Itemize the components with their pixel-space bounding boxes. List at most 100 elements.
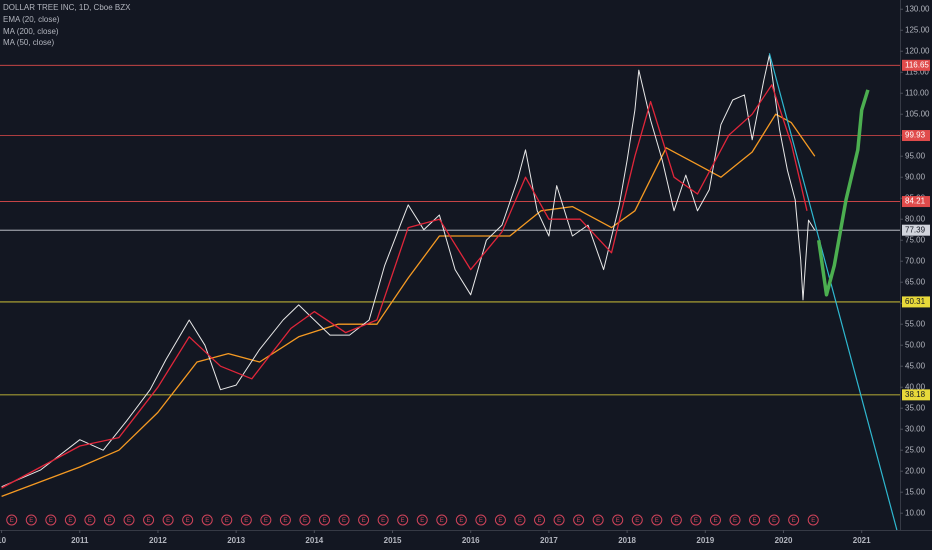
- earnings-label: E: [733, 518, 737, 524]
- earnings-marker: [162, 514, 174, 526]
- level-price-box: [902, 130, 930, 142]
- plot-area: [0, 53, 900, 531]
- earnings-label: E: [362, 518, 366, 524]
- earnings-label: E: [577, 518, 581, 524]
- earnings-marker: [182, 514, 194, 526]
- earnings-marker: [260, 514, 272, 526]
- y-tick-label: 90.00: [905, 172, 926, 181]
- y-tick-label: 55.00: [905, 319, 926, 328]
- earnings-label: E: [674, 518, 678, 524]
- earnings-label: E: [498, 518, 502, 524]
- earnings-label: E: [811, 518, 815, 524]
- earnings-marker: [807, 514, 819, 526]
- earnings-label: E: [792, 518, 796, 524]
- earnings-label: E: [635, 518, 639, 524]
- earnings-marker: [143, 514, 155, 526]
- earnings-label: E: [264, 518, 268, 524]
- earnings-label: E: [440, 518, 444, 524]
- y-tick-label: 80.00: [905, 214, 926, 223]
- earnings-label: E: [772, 518, 776, 524]
- earnings-label: E: [538, 518, 542, 524]
- earnings-marker: [494, 514, 506, 526]
- earnings-marker: [64, 514, 76, 526]
- level-price-label: 99.93: [905, 131, 926, 140]
- earnings-marker: [436, 514, 448, 526]
- earnings-label: E: [10, 518, 14, 524]
- earnings-marker: [651, 514, 663, 526]
- y-tick-label: 130.00: [905, 4, 930, 13]
- earnings-label: E: [518, 518, 522, 524]
- earnings-marker: [25, 514, 37, 526]
- earnings-label: E: [29, 518, 33, 524]
- earnings-label: E: [186, 518, 190, 524]
- y-tick-label: 115.00: [905, 67, 929, 76]
- indicator-label: EMA (20, close): [3, 15, 60, 24]
- earnings-label: E: [479, 518, 483, 524]
- y-tick-label: 10.00: [905, 508, 926, 517]
- earnings-marker: [377, 514, 389, 526]
- earnings-label: E: [225, 518, 229, 524]
- earnings-marker: [455, 514, 467, 526]
- x-tick-label: 2014: [305, 536, 323, 545]
- earnings-label: E: [459, 518, 463, 524]
- ma-line: [1, 113, 816, 498]
- level-price-label: 84.21: [905, 197, 926, 206]
- earnings-label: E: [107, 518, 111, 524]
- earnings-marker: [397, 514, 409, 526]
- y-tick-label: 125.00: [905, 25, 930, 34]
- y-tick-label: 15.00: [905, 487, 926, 496]
- earnings-marker: [670, 514, 682, 526]
- earnings-label: E: [205, 518, 209, 524]
- earnings-marker: [709, 514, 721, 526]
- x-tick-label: 2018: [618, 536, 636, 545]
- earnings-marker: [592, 514, 604, 526]
- level-price-box: [902, 389, 930, 401]
- x-tick-label: 2017: [540, 536, 558, 545]
- x-tick-label: 2011: [71, 536, 89, 545]
- y-tick-label: 45.00: [905, 361, 926, 370]
- level-price-label: 116.65: [905, 60, 929, 69]
- earnings-label: E: [303, 518, 307, 524]
- x-tick-label: 2021: [853, 536, 871, 545]
- earnings-marker: [475, 514, 487, 526]
- x-tick-label: 2016: [462, 536, 480, 545]
- ma-line: [1, 84, 808, 489]
- earnings-marker: [358, 514, 370, 526]
- earnings-marker: [279, 514, 291, 526]
- earnings-label: E: [694, 518, 698, 524]
- level-price-label: 60.31: [905, 297, 926, 306]
- earnings-marker: [729, 514, 741, 526]
- earnings-label: E: [381, 518, 385, 524]
- earnings-label: E: [322, 518, 326, 524]
- y-tick-label: 120.00: [905, 46, 930, 55]
- earnings-label: E: [68, 518, 72, 524]
- x-tick-label: 2012: [149, 536, 167, 545]
- earnings-label: E: [342, 518, 346, 524]
- earnings-label: E: [166, 518, 170, 524]
- y-tick-label: 40.00: [905, 382, 926, 391]
- level-price-box: [902, 196, 930, 208]
- indicator-label: MA (200, close): [3, 27, 59, 36]
- y-tick-label: 65.00: [905, 277, 926, 286]
- y-tick-label: 20.00: [905, 466, 926, 475]
- earnings-marker: [749, 514, 761, 526]
- trend-line: [768, 53, 898, 531]
- earnings-label: E: [753, 518, 757, 524]
- earnings-marker: [788, 514, 800, 526]
- earnings-label: E: [557, 518, 561, 524]
- earnings-label: E: [283, 518, 287, 524]
- x-tick-label: 2015: [384, 536, 402, 545]
- level-price-label: 38.18: [905, 390, 926, 399]
- y-tick-label: 95.00: [905, 151, 926, 160]
- earnings-marker: [768, 514, 780, 526]
- earnings-label: E: [401, 518, 405, 524]
- earnings-marker: [514, 514, 526, 526]
- y-tick-label: 105.00: [905, 109, 930, 118]
- level-price-box: [902, 296, 930, 308]
- y-tick-label: 110.00: [905, 88, 929, 97]
- y-tick-label: 75.00: [905, 235, 926, 244]
- earnings-label: E: [127, 518, 131, 524]
- earnings-marker: [123, 514, 135, 526]
- earnings-label: E: [49, 518, 53, 524]
- earnings-marker: [534, 514, 546, 526]
